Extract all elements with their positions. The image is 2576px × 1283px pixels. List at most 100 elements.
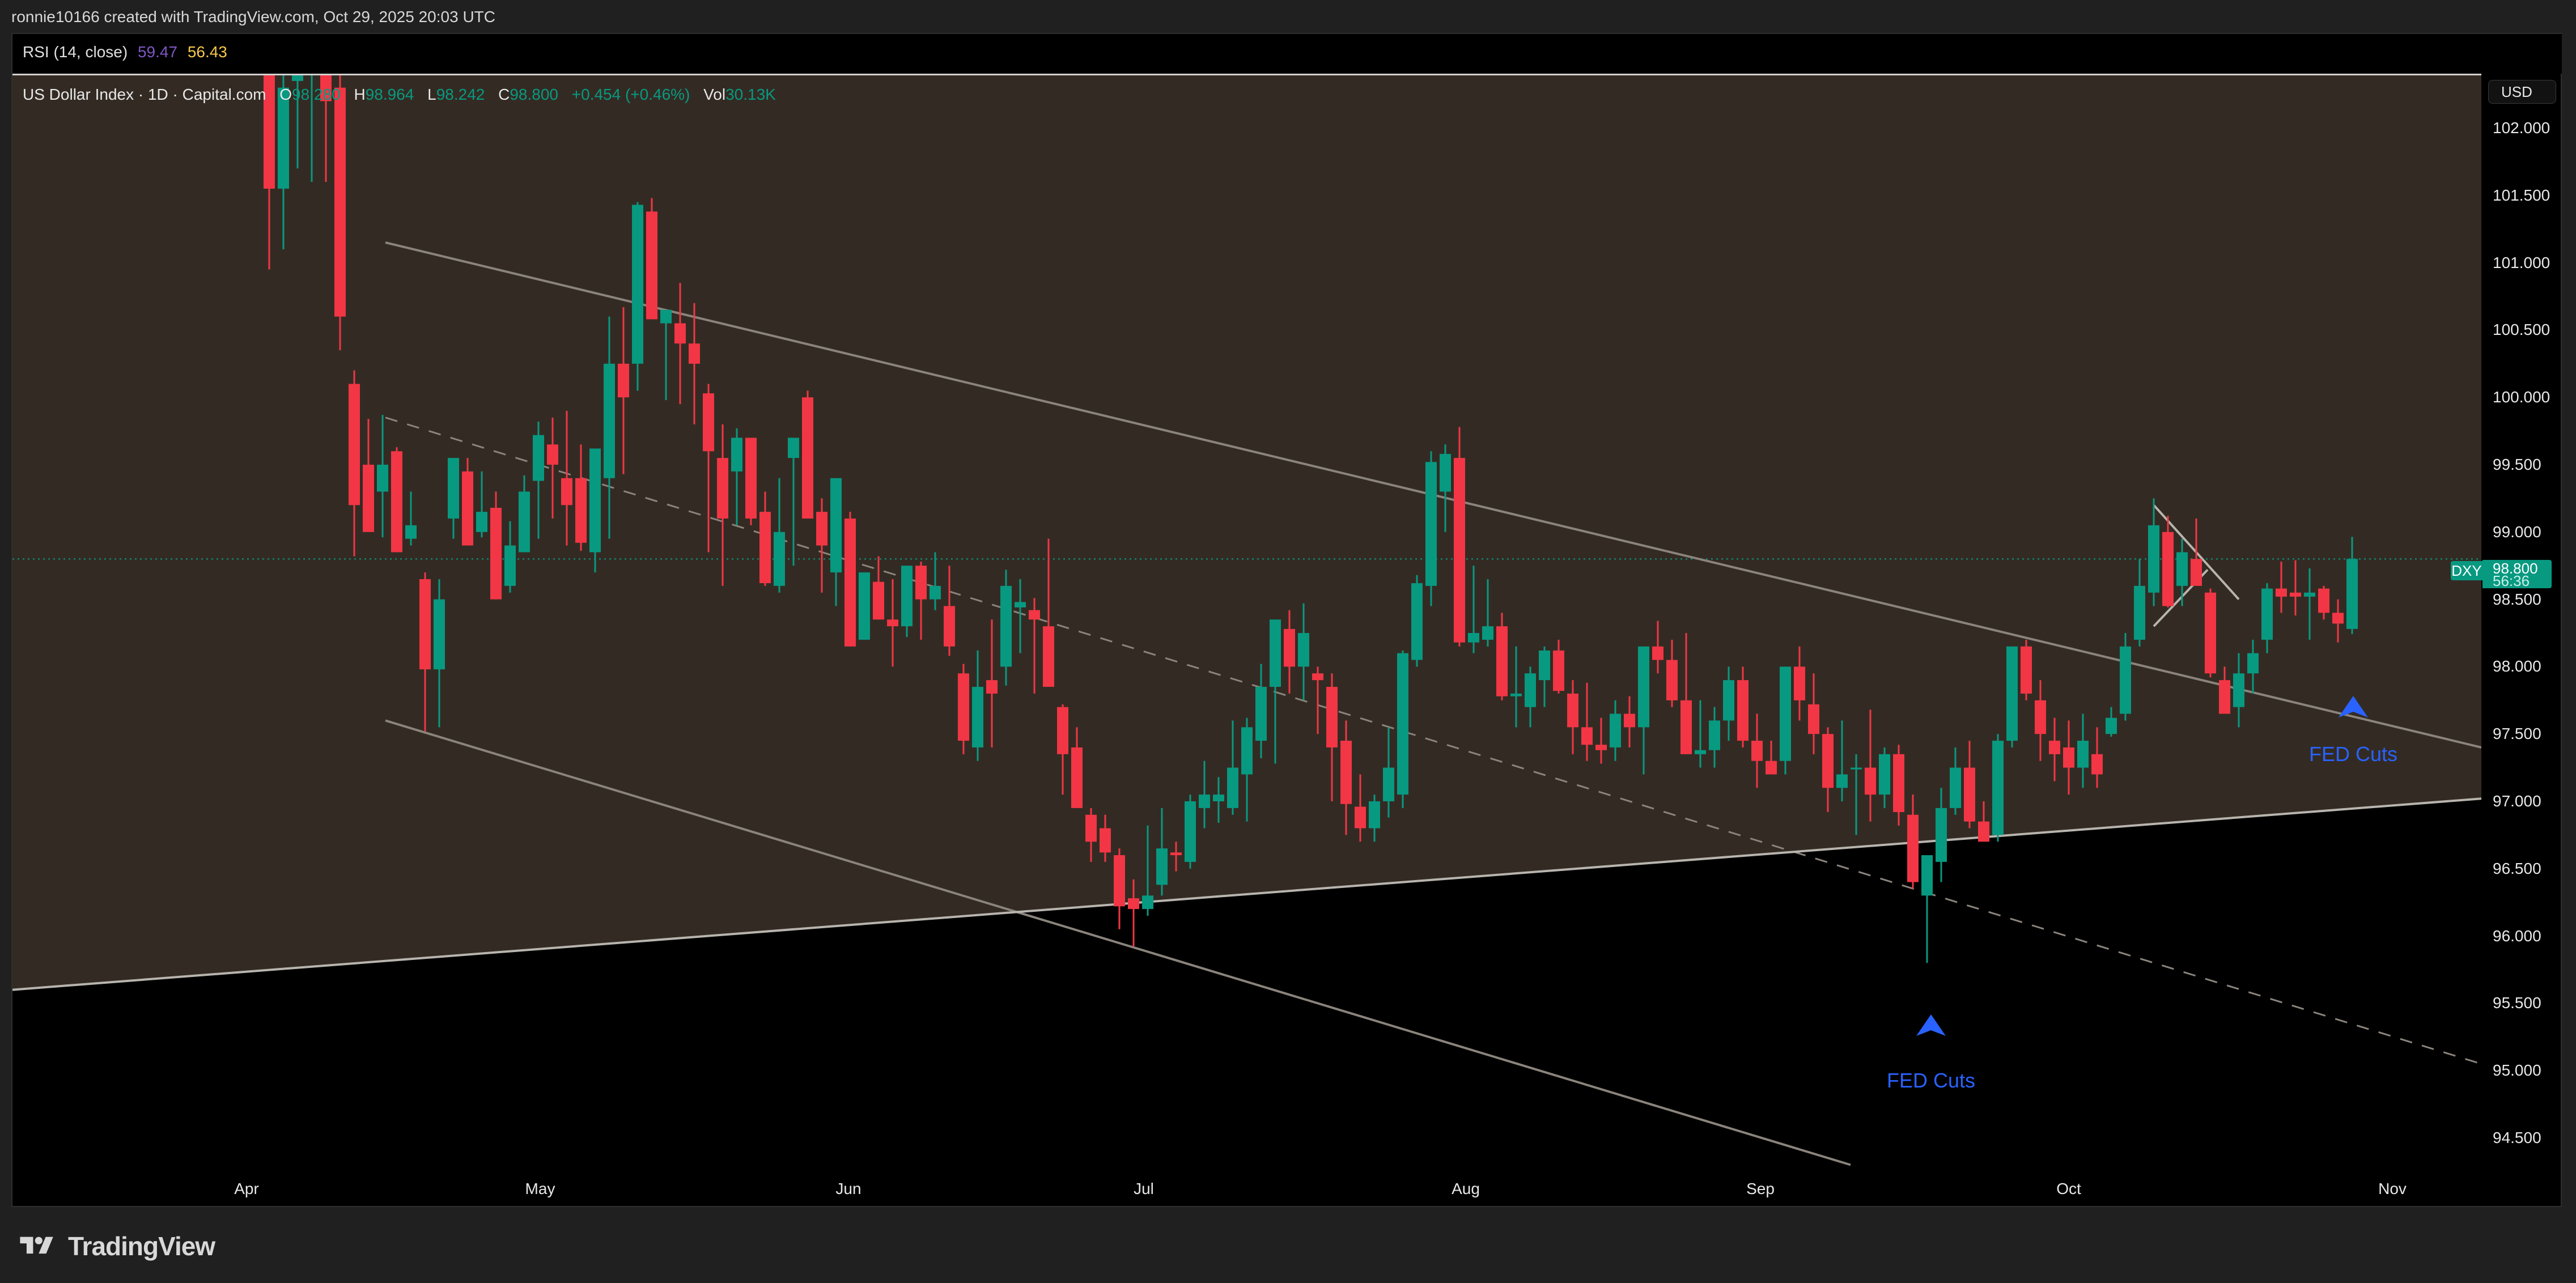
candle-body (1695, 750, 1706, 754)
last-price-label: 98.800 56:36 (2482, 560, 2552, 588)
candle-body (1907, 814, 1919, 882)
time-tick: Nov (2378, 1180, 2407, 1197)
candle-body (1680, 700, 1692, 754)
price-tick: 101.500 (2493, 186, 2550, 204)
candle-body (2304, 592, 2315, 597)
candle-body (1496, 626, 1508, 696)
candle-body (1185, 801, 1196, 862)
candle-body (1241, 727, 1253, 775)
candle-body (1992, 741, 2004, 835)
candle-body (1355, 806, 1366, 829)
rsi-pane[interactable]: RSI (14, close) 59.47 56.43 (12, 34, 2562, 74)
candle-body (1624, 713, 1635, 728)
candle-body (1015, 602, 1026, 607)
candle-body (2205, 592, 2216, 674)
low-label: L (427, 86, 436, 103)
candle-body (1100, 828, 1111, 853)
candle-body (1794, 666, 1805, 700)
candle-body (1936, 808, 1947, 862)
candle-body (1723, 680, 1734, 721)
arrow-up-icon (2339, 696, 2368, 717)
candle-body (1950, 767, 1961, 808)
candle-body (674, 323, 686, 344)
time-tick: Apr (234, 1180, 259, 1197)
candlestick-chart[interactable] (12, 75, 2481, 1203)
candle-body (1964, 767, 1975, 822)
price-pane[interactable]: US Dollar Index · 1D · Capital.com O98.2… (12, 75, 2481, 1203)
candle-body (2276, 588, 2287, 597)
candle-body (1879, 754, 1890, 795)
mid-channel-dashed-line (385, 417, 2481, 1065)
candle-body (816, 512, 827, 546)
candle-body (434, 599, 445, 670)
candle-body (930, 585, 941, 600)
rsi-legend[interactable]: RSI (14, close) 59.47 56.43 (23, 43, 227, 61)
currency-button[interactable]: USD (2488, 80, 2556, 104)
pane-separator[interactable] (12, 74, 2481, 75)
rsi-value: 59.47 (137, 43, 178, 61)
candle-body (1284, 628, 1295, 667)
candle-body (1340, 741, 1352, 804)
candle-body (759, 512, 771, 584)
candle-body (1425, 462, 1437, 586)
rsi-label: RSI (14, close) (23, 43, 128, 61)
candle-body (802, 397, 813, 519)
candle-body (1709, 720, 1720, 750)
candle-body (1255, 687, 1267, 741)
price-tick: 100.500 (2493, 321, 2550, 339)
candle-body (1085, 814, 1097, 842)
candle-body (1737, 680, 1749, 741)
tradingview-logo-icon (20, 1237, 53, 1254)
candle-body (1539, 650, 1550, 681)
tradingview-logo[interactable]: TradingView (12, 1231, 215, 1261)
candle-body (703, 393, 714, 452)
candle-body (944, 606, 955, 647)
open-label: O (279, 86, 292, 103)
candle-body (377, 465, 388, 492)
candle-body (2261, 588, 2273, 640)
candle-body (915, 566, 927, 600)
candle-body (547, 444, 558, 465)
candle-body (958, 673, 969, 741)
arrow-up-icon (1916, 1014, 1946, 1036)
candle-body (2134, 585, 2145, 640)
candle-body (1751, 741, 1763, 761)
candle-body (1581, 727, 1593, 745)
candle-body (1865, 767, 1876, 795)
chart-credit: ronnie10166 created with TradingView.com… (11, 8, 495, 26)
candle-body (2346, 559, 2358, 629)
candle-body (504, 545, 516, 586)
annotation-fed-cuts-sep[interactable]: FED Cuts (1886, 1069, 1976, 1092)
annotation-fed-cuts-oct[interactable]: FED Cuts (2308, 742, 2398, 766)
symbol-legend[interactable]: US Dollar Index · 1D · Capital.com O98.2… (23, 86, 776, 104)
candle-body (363, 465, 374, 532)
price-axis[interactable]: USD 102.000 101.500 101.000 100.500 100.000 9… (2481, 75, 2561, 1203)
price-tick: 96.500 (2493, 859, 2541, 877)
candle-body (589, 448, 601, 553)
candle-body (859, 572, 870, 640)
candle-body (1510, 693, 1522, 696)
time-axis[interactable]: Apr May Jun Jul Aug Sep Oct Nov (12, 1167, 2481, 1204)
price-tick: 95.500 (2493, 994, 2541, 1012)
candle-body (2318, 588, 2329, 613)
price-tick: 99.500 (2493, 456, 2541, 473)
candle-body (405, 525, 417, 539)
candle-body (1780, 666, 1791, 761)
candle-body (972, 687, 983, 747)
candle-body (1326, 687, 1338, 747)
candle-body (2191, 559, 2202, 586)
close-label: C (498, 86, 510, 103)
candle-body (1170, 852, 1182, 856)
candle-body (1567, 693, 1578, 728)
rsi-ma-value: 56.43 (187, 43, 227, 61)
candle-body (1312, 673, 1323, 681)
candle-body (1893, 754, 1904, 813)
time-tick: Sep (1746, 1180, 1775, 1197)
candle-body (1213, 795, 1224, 801)
candle-body (1978, 821, 1989, 842)
time-tick: Jun (835, 1180, 862, 1197)
candle-body (1666, 660, 1678, 700)
candle-body (2332, 613, 2344, 624)
candle-body (745, 437, 757, 519)
candle-body (2176, 552, 2188, 586)
